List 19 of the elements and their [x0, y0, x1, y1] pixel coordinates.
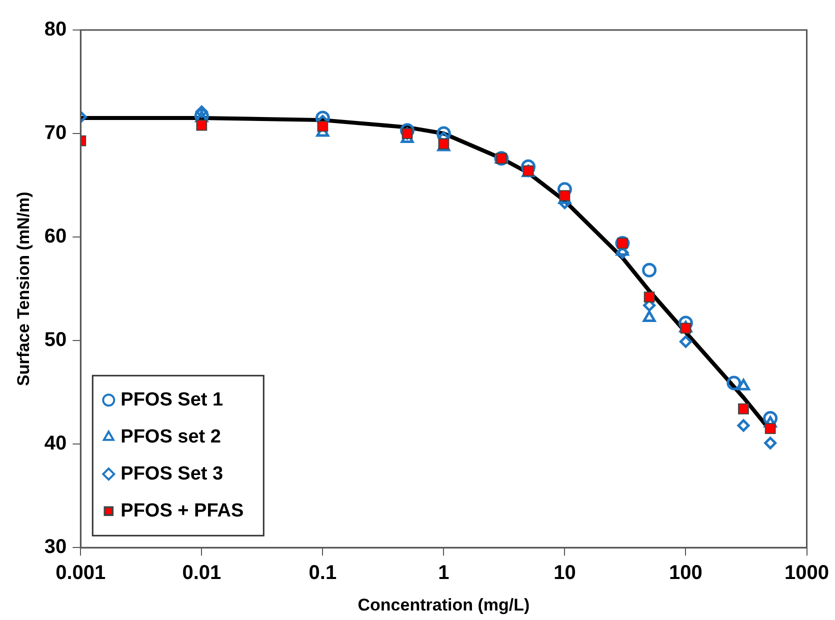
y-axis-title: Surface Tension (mN/m) — [14, 192, 33, 386]
y-tick-label: 80 — [44, 18, 67, 41]
y-tick-label: 30 — [44, 536, 67, 558]
x-tick-label: 1000 — [784, 562, 830, 584]
legend-label: PFOS + PFAS — [120, 500, 244, 522]
legend-label: PFOS Set 1 — [120, 389, 224, 410]
legend-label: PFOS Set 3 — [120, 463, 224, 484]
x-tick-label: 1 — [438, 562, 450, 584]
y-tick-label: 60 — [44, 226, 67, 248]
y-tick-label: 50 — [44, 329, 67, 352]
x-tick-label: 100 — [669, 562, 702, 584]
y-tick-label: 40 — [44, 432, 67, 455]
x-axis-title: Concentration (mg/L) — [358, 595, 530, 614]
x-tick-label: 0.001 — [56, 562, 106, 584]
x-tick-label: 0.01 — [182, 562, 222, 584]
legend-label: PFOS set 2 — [120, 426, 221, 448]
x-tick-label: 0.1 — [308, 562, 337, 584]
x-tick-label: 10 — [554, 562, 576, 584]
y-tick-label: 70 — [44, 122, 67, 144]
